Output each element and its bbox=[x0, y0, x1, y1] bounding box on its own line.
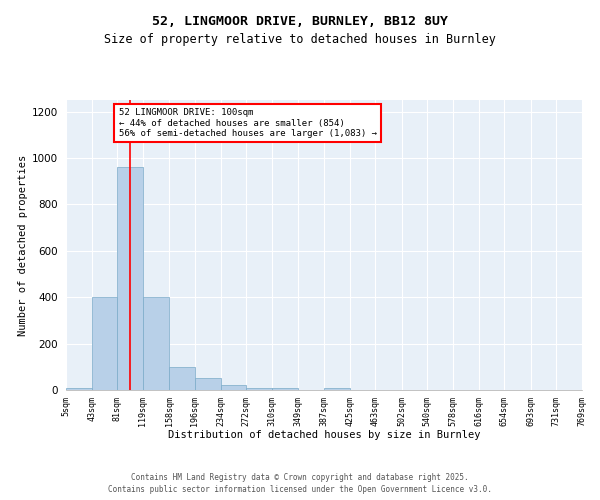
Y-axis label: Number of detached properties: Number of detached properties bbox=[18, 154, 28, 336]
Bar bbox=[324, 388, 350, 390]
Text: 52 LINGMOOR DRIVE: 100sqm
← 44% of detached houses are smaller (854)
56% of semi: 52 LINGMOOR DRIVE: 100sqm ← 44% of detac… bbox=[119, 108, 377, 138]
Bar bbox=[247, 388, 272, 390]
Bar bbox=[272, 388, 298, 390]
Text: Contains HM Land Registry data © Crown copyright and database right 2025.
Contai: Contains HM Land Registry data © Crown c… bbox=[108, 473, 492, 494]
Bar bbox=[66, 388, 92, 390]
Text: Size of property relative to detached houses in Burnley: Size of property relative to detached ho… bbox=[104, 32, 496, 46]
Bar bbox=[92, 297, 118, 390]
Bar bbox=[118, 168, 143, 390]
Text: 52, LINGMOOR DRIVE, BURNLEY, BB12 8UY: 52, LINGMOOR DRIVE, BURNLEY, BB12 8UY bbox=[152, 15, 448, 28]
Bar bbox=[143, 297, 169, 390]
Bar bbox=[169, 367, 195, 390]
X-axis label: Distribution of detached houses by size in Burnley: Distribution of detached houses by size … bbox=[168, 430, 480, 440]
Bar bbox=[195, 378, 221, 390]
Bar bbox=[221, 386, 247, 390]
